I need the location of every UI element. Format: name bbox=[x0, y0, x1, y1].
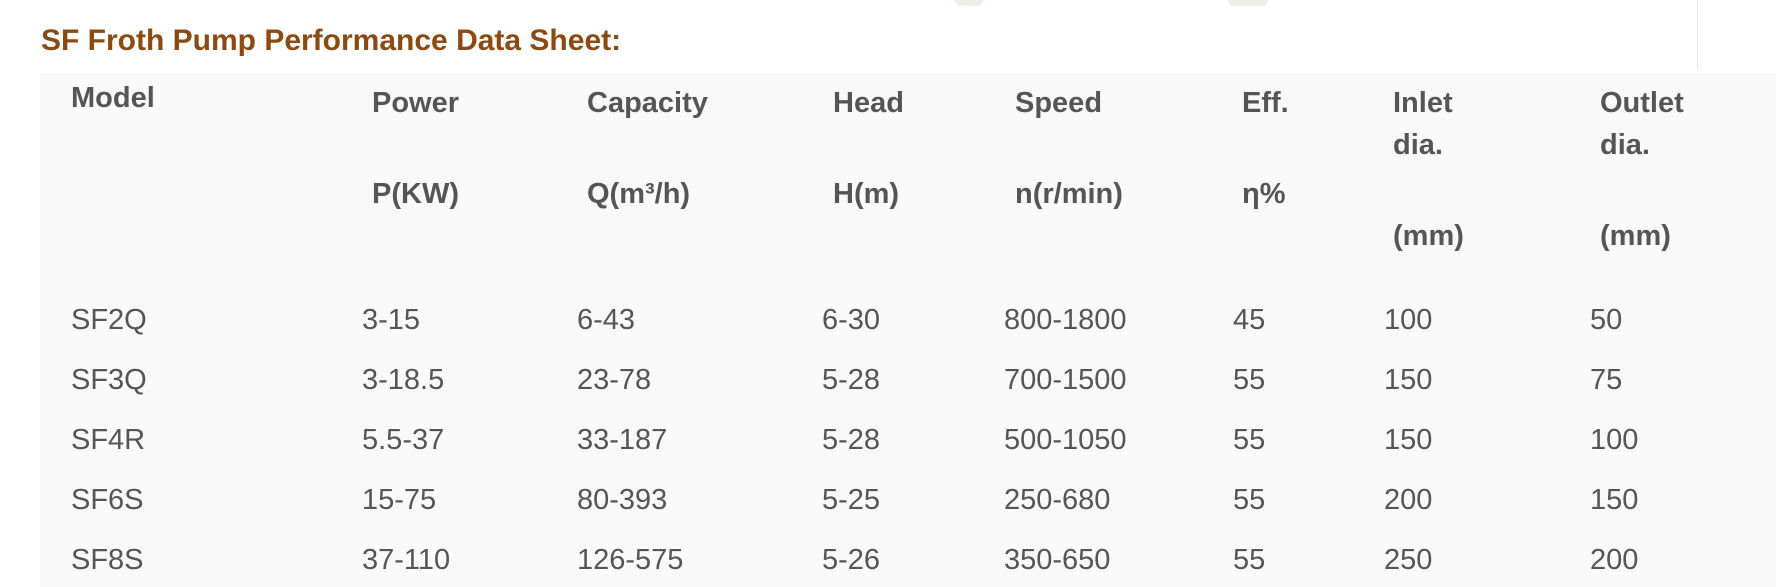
table-cell: 55 bbox=[1233, 424, 1266, 456]
table-cell: 500-1050 bbox=[1004, 424, 1127, 456]
header-inlet: Inlet bbox=[1393, 87, 1453, 119]
table-cell: 6-30 bbox=[822, 304, 881, 336]
table-cell: 75 bbox=[1590, 364, 1623, 396]
header-outlet-dia: dia. bbox=[1600, 129, 1650, 161]
vertical-divider bbox=[1697, 0, 1698, 68]
unit-eff: η% bbox=[1242, 178, 1286, 210]
unit-head: H(m) bbox=[833, 178, 900, 210]
table-cell: 6-43 bbox=[577, 304, 636, 336]
table-cell: 33-187 bbox=[577, 424, 668, 456]
header-speed: Speed bbox=[1015, 87, 1103, 119]
faint-top-mark bbox=[1228, 0, 1268, 6]
table-cell: SF6S bbox=[71, 484, 144, 516]
header-model: Model bbox=[71, 82, 155, 114]
performance-table: Model Power Capacity Head Speed Eff. Inl… bbox=[40, 73, 1776, 587]
table-cell: 350-650 bbox=[1004, 544, 1111, 576]
table-cell: 15-75 bbox=[362, 484, 437, 516]
header-outlet: Outlet bbox=[1600, 87, 1684, 119]
header-head: Head bbox=[833, 87, 904, 119]
table-cell: 200 bbox=[1590, 544, 1639, 576]
table-cell: 37-110 bbox=[362, 544, 451, 576]
table-cell: 250 bbox=[1384, 544, 1433, 576]
unit-inlet: (mm) bbox=[1393, 220, 1464, 252]
header-capacity: Capacity bbox=[587, 87, 708, 119]
header-power: Power bbox=[372, 87, 460, 119]
table-cell: 700-1500 bbox=[1004, 364, 1127, 396]
faint-top-mark bbox=[955, 0, 983, 6]
table-cell: SF3Q bbox=[71, 364, 147, 396]
unit-speed: n(r/min) bbox=[1015, 178, 1123, 210]
table-cell: 50 bbox=[1590, 304, 1623, 336]
unit-outlet: (mm) bbox=[1600, 220, 1671, 252]
table-cell: 150 bbox=[1590, 484, 1639, 516]
table-cell: 55 bbox=[1233, 484, 1266, 516]
table-cell: 150 bbox=[1384, 364, 1433, 396]
table-cell: SF4R bbox=[71, 424, 146, 456]
table-cell: 5.5-37 bbox=[362, 424, 445, 456]
table-cell: SF2Q bbox=[71, 304, 147, 336]
table-cell: 3-15 bbox=[362, 304, 421, 336]
table-cell: 80-393 bbox=[577, 484, 668, 516]
table-cell: 200 bbox=[1384, 484, 1433, 516]
table-cell: 800-1800 bbox=[1004, 304, 1127, 336]
table-cell: 45 bbox=[1233, 304, 1266, 336]
table-cell: 5-26 bbox=[822, 544, 881, 576]
table-cell: 55 bbox=[1233, 544, 1266, 576]
unit-power: P(KW) bbox=[372, 178, 459, 210]
table-cell: 150 bbox=[1384, 424, 1433, 456]
unit-capacity: Q(m³/h) bbox=[587, 178, 691, 210]
table-cell: SF8S bbox=[71, 544, 144, 576]
table-cell: 100 bbox=[1384, 304, 1433, 336]
table-cell: 3-18.5 bbox=[362, 364, 445, 396]
table-cell: 100 bbox=[1590, 424, 1639, 456]
header-inlet-dia: dia. bbox=[1393, 129, 1443, 161]
table-cell: 126-575 bbox=[577, 544, 684, 576]
table-cell: 250-680 bbox=[1004, 484, 1111, 516]
page-title: SF Froth Pump Performance Data Sheet: bbox=[41, 24, 622, 57]
table-cell: 5-28 bbox=[822, 424, 881, 456]
table-cell: 5-25 bbox=[822, 484, 881, 516]
table-cell: 55 bbox=[1233, 364, 1266, 396]
table-cell: 5-28 bbox=[822, 364, 881, 396]
header-eff: Eff. bbox=[1242, 87, 1289, 119]
table-cell: 23-78 bbox=[577, 364, 652, 396]
